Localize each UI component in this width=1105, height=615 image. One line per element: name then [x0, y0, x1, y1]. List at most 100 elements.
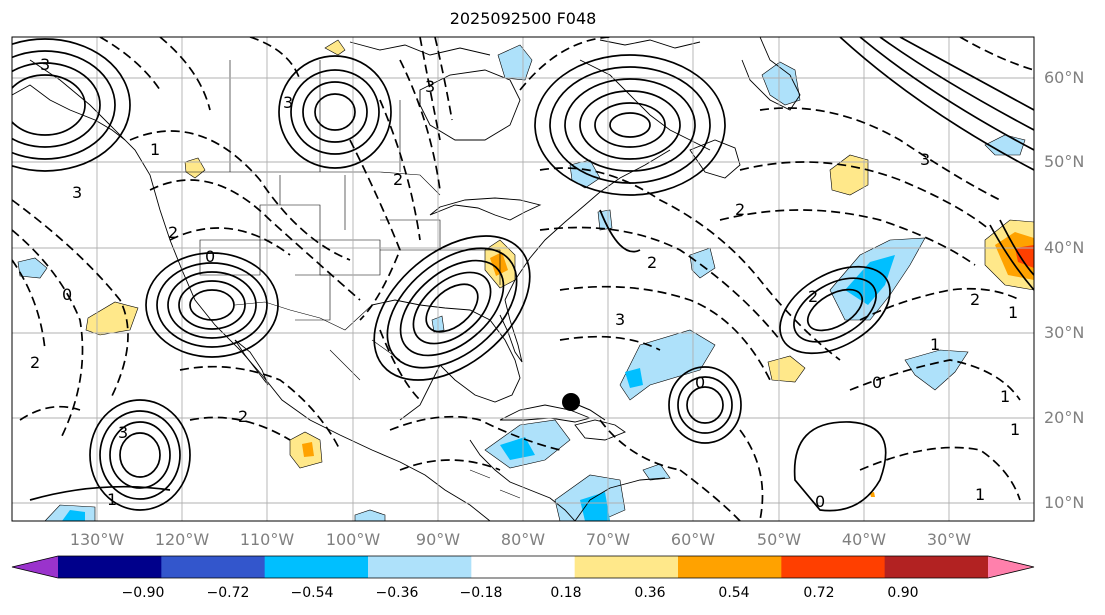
dashed-label: 3: [920, 150, 930, 169]
dashed-label: 2: [30, 353, 40, 372]
lat-label: 10°N: [1044, 493, 1085, 512]
high-southeast-us: [373, 235, 531, 381]
coast-baja: [234, 339, 269, 386]
contour-east-edge: [999, 219, 1034, 276]
colorbar-segment: [574, 556, 679, 578]
dash-trough-west-1: [12, 199, 129, 401]
coast-hispaniola: [574, 419, 626, 441]
dashed-label: 2: [393, 170, 403, 189]
coast-hudson-bay: [419, 69, 521, 141]
coast-alaska: [12, 84, 126, 141]
coast-florida: [499, 299, 523, 363]
colorbar-tick-label: 0.18: [550, 585, 582, 601]
solid-label: 0: [815, 492, 825, 511]
map-frame: [11, 36, 1035, 522]
dash-east-1: [959, 37, 1034, 71]
lat-label: 40°N: [1044, 238, 1085, 257]
dash-hudson-1: [249, 37, 301, 81]
solid-label: 1: [1008, 303, 1018, 322]
high-alaska: [12, 38, 131, 172]
lon-label: 40°W: [841, 530, 887, 549]
solid-label: 1: [150, 140, 160, 159]
shade-blue-hudson: [497, 44, 533, 81]
coast-greenland: [741, 37, 801, 111]
solid-label: 3: [118, 423, 128, 442]
lat-label: 30°N: [1044, 323, 1085, 342]
colorbar: [11, 555, 1035, 579]
dashed-label: 3: [615, 310, 625, 329]
solid-label: 1: [107, 490, 117, 509]
dashed-label: 1: [1010, 420, 1020, 439]
dash-alaska-1: [99, 37, 161, 91]
solid-contours: [12, 37, 1034, 512]
shade-orange-east-edge: [995, 232, 1034, 280]
dashed-label: 2: [970, 290, 980, 309]
coast-north-america-west: [29, 59, 491, 521]
colorbar-tick-label: −0.54: [290, 585, 334, 601]
shade-cyan-south-caribbean: [580, 492, 610, 521]
border-states-5: [295, 274, 331, 321]
coast-canada-arctic: [349, 41, 491, 56]
dash-south-atlantic-1: [599, 419, 681, 471]
dash-north-atlantic-3: [719, 209, 976, 266]
dash-east-coast-4: [559, 285, 771, 381]
border-canada-prov: [229, 60, 401, 172]
coast-great-lakes: [429, 197, 542, 221]
coastlines: [12, 37, 801, 521]
ridge-northeast: [879, 37, 1034, 131]
solid-label: 1: [930, 335, 940, 354]
high-southwest-us: [145, 252, 279, 358]
trough-south-atlantic: [793, 421, 887, 512]
dash-caribbean-2: [399, 459, 501, 471]
dash-south-atlantic-3: [679, 469, 741, 521]
shade-yellow-atlantic-mid: [767, 355, 806, 383]
colorbar-over-arrow: [988, 556, 1034, 578]
colorbar-tick-label: 0.90: [887, 585, 919, 601]
colorbar-segment: [471, 556, 576, 578]
shade-blue-pacific-mid: [354, 509, 386, 521]
solid-contour-labels: 3 1 3 3 3 0 0 0 1 1 1 1 2: [40, 55, 1018, 511]
shade-orange-pacific-south: [302, 442, 314, 457]
lon-label: 70°W: [585, 530, 631, 549]
shade-blue-atlantic-small: [689, 247, 716, 279]
dash-east-coast-1: [519, 37, 611, 91]
dash-central-us-1: [349, 139, 401, 321]
dash-pacific-south-1: [179, 365, 341, 451]
dash-trough-west-2: [12, 229, 84, 441]
dash-east-coast-3: [539, 226, 781, 341]
dash-canada-2: [149, 179, 361, 301]
colorbar-segment: [264, 556, 369, 578]
colorbar-segment: [678, 556, 782, 578]
solid-label: 0: [205, 247, 215, 266]
high-atlantic-central: [668, 366, 742, 444]
dash-atlantic-center-3: [859, 446, 1021, 501]
contour-far-east-2: [989, 224, 1034, 291]
shade-blue-greenland: [761, 61, 801, 106]
colorbar-segment: [781, 556, 886, 578]
solid-label: 0: [695, 373, 705, 392]
dashed-label: 2: [647, 253, 657, 272]
dash-pacific-south-3: [19, 405, 81, 421]
colorbar-tick-label: 0.54: [718, 585, 750, 601]
coast-newfoundland: [689, 139, 741, 179]
colorbar-tick-label: 0.72: [803, 585, 835, 601]
colorbar-tick-label: 0.36: [634, 585, 666, 601]
lon-label: 120°W: [154, 530, 210, 549]
ridge-northeast-2: [859, 37, 1034, 151]
coast-labrador: [579, 59, 711, 151]
colorbar-under-arrow: [12, 556, 58, 578]
coast-islands-north: [599, 39, 701, 49]
lon-label: 50°W: [756, 530, 802, 549]
high-east-atlantic: [779, 265, 891, 355]
shade-yellow-hudson-top: [324, 39, 346, 56]
shade-cyan-pacific-south: [62, 510, 85, 521]
shade-cyan-caribbean: [500, 437, 535, 460]
high-pacific-south: [89, 399, 191, 511]
dash-gap-2: [434, 37, 453, 121]
colorbar-segment: [58, 556, 162, 578]
coast-central-america: [469, 439, 576, 521]
dash-east-coast-2: [539, 167, 841, 361]
dashed-label: 3: [425, 77, 435, 96]
coast-gulf-mexico: [371, 299, 521, 421]
